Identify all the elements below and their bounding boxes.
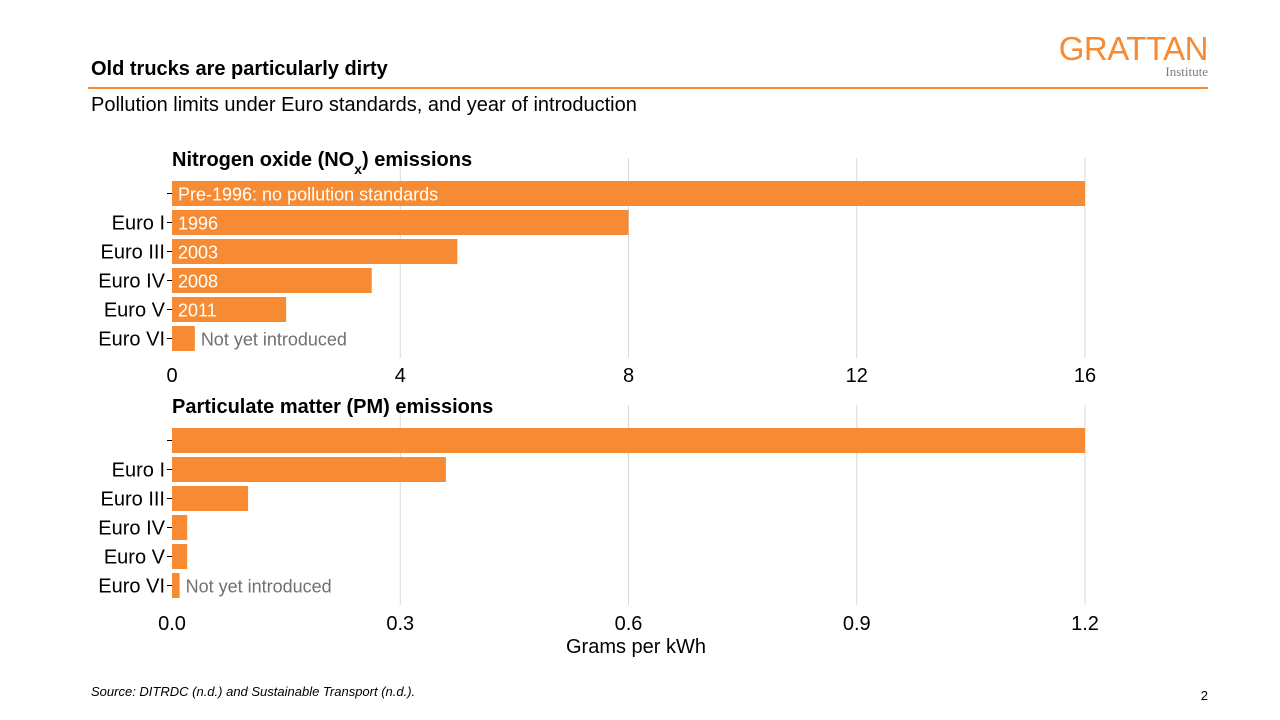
logo-wordmark: GRATTAN: [1058, 30, 1209, 67]
x-tick-label: 0.9: [843, 613, 871, 635]
bar-3: [172, 486, 249, 511]
category-label: Euro IV: [98, 271, 165, 293]
category-label: Euro III: [101, 489, 165, 511]
slide-title: Old trucks are particularly dirty: [91, 58, 388, 80]
chart-panel-2: Particulate matter (PM) emissions Euro I E…: [98, 396, 1099, 658]
panel-title: Nitrogen oxide (NOx) emissions: [172, 149, 472, 177]
bar-4: [172, 515, 188, 540]
x-tick-label: 1.2: [1071, 613, 1099, 635]
panel-title: Particulate matter (PM) emissions: [172, 396, 493, 418]
x-tick-label: 0: [166, 365, 177, 387]
bar-5: [172, 297, 287, 322]
bar-label: Pre-1996: no pollution standards: [178, 185, 438, 205]
category-label: Euro VI: [98, 576, 165, 598]
page-number: 2: [1200, 688, 1208, 703]
category-label: Euro I: [112, 213, 165, 235]
bar-2: [172, 457, 446, 482]
category-label: Euro I: [112, 460, 165, 482]
bar-1: [172, 181, 1085, 206]
category-label: Euro V: [104, 547, 166, 569]
title-rule: [88, 87, 1208, 89]
category-label: Euro III: [101, 242, 165, 264]
grattan-logo: GRATTAN Institute: [1058, 30, 1209, 80]
bar-1: [172, 428, 1085, 453]
bar-label: 2008: [178, 272, 218, 292]
category-label: Euro IV: [98, 518, 165, 540]
x-tick-label: 0.0: [158, 613, 186, 635]
source-note: Source: DITRDC (n.d.) and Sustainable Tr…: [91, 684, 416, 699]
x-tick-label: 0.6: [615, 613, 643, 635]
bar-label: 1996: [178, 214, 218, 234]
bar-5: [172, 544, 188, 569]
chart-panel-1: Nitrogen oxide (NOx) emissions Pre-1996: …: [98, 149, 1096, 387]
bar-label: 2003: [178, 243, 218, 263]
x-tick-label: 12: [846, 365, 868, 387]
slide-subtitle: Pollution limits under Euro standards, a…: [91, 94, 637, 116]
bar-6: [172, 573, 180, 598]
bar-label: Not yet introduced: [186, 577, 332, 597]
bar-label: 2011: [178, 301, 217, 321]
x-axis-label: Grams per kWh: [566, 636, 706, 658]
bar-label: Not yet introduced: [201, 330, 347, 350]
bar-6: [172, 326, 195, 351]
category-label: Euro V: [104, 300, 166, 322]
bar-3: [172, 239, 458, 264]
x-tick-label: 16: [1074, 365, 1096, 387]
bar-4: [172, 268, 372, 293]
bar-2: [172, 210, 629, 235]
x-tick-label: 0.3: [386, 613, 414, 635]
logo-institute: Institute: [1165, 64, 1208, 79]
x-tick-label: 4: [395, 365, 406, 387]
x-tick-label: 8: [623, 365, 634, 387]
category-label: Euro VI: [98, 329, 165, 351]
